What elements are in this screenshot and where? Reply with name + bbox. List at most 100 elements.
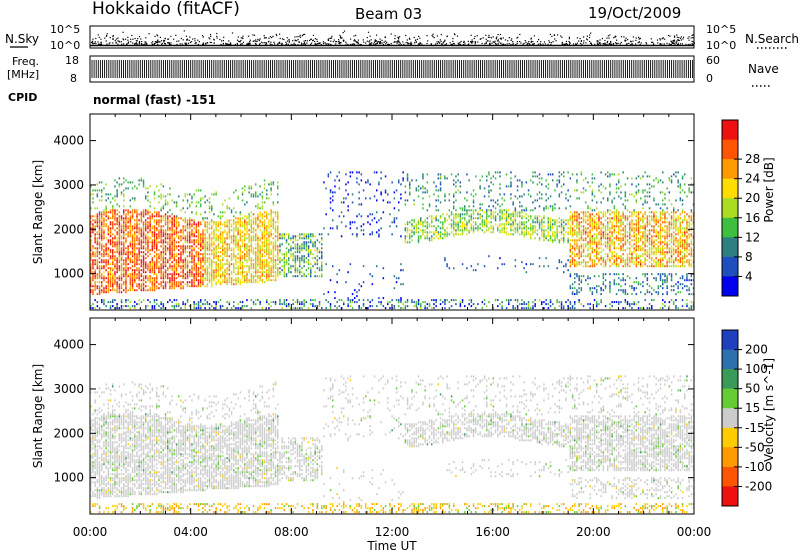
power-cell (241, 307, 244, 310)
power-cell (195, 205, 198, 208)
noise-point (539, 43, 541, 45)
power-cell (127, 273, 129, 276)
power-cell (156, 285, 158, 288)
noise-point (400, 44, 402, 46)
power-cell (114, 263, 116, 266)
power-cell (259, 249, 261, 252)
power-cell (358, 283, 360, 286)
power-cell (266, 237, 268, 240)
power-cell (257, 251, 259, 254)
power-cell (283, 259, 286, 262)
power-cell (153, 255, 156, 258)
power-cell (343, 215, 345, 218)
power-cell (259, 193, 261, 196)
power-cell (178, 231, 180, 234)
power-cell (156, 261, 158, 264)
power-cell (92, 225, 94, 228)
power-cell (109, 269, 112, 272)
power-cell (158, 231, 160, 234)
noise-point (117, 43, 119, 45)
power-cell (125, 305, 127, 308)
power-cell (299, 301, 301, 304)
power-cell (204, 253, 206, 256)
noise-point (343, 40, 345, 42)
noise-point (306, 40, 308, 42)
power-cell (338, 171, 341, 174)
power-cell (263, 241, 266, 244)
power-cell (367, 179, 369, 182)
power-cell (259, 225, 261, 228)
power-cell (98, 233, 101, 236)
power-cell (98, 223, 101, 226)
power-cell (277, 245, 279, 248)
power-cell (272, 257, 275, 260)
power-cell (112, 267, 114, 270)
power-cell (107, 281, 110, 284)
power-cell (103, 237, 105, 240)
power-cell (200, 189, 202, 192)
power-cell (98, 231, 101, 234)
power-cell (162, 245, 165, 248)
power-cell (129, 287, 132, 290)
noise-point (507, 40, 509, 42)
power-cell (475, 227, 477, 230)
power-cell (268, 275, 270, 278)
noise-point (438, 42, 440, 44)
power-cell (270, 275, 272, 278)
power-cell (246, 273, 248, 276)
power-cell (125, 285, 127, 288)
power-cell (173, 281, 176, 284)
power-cell (217, 223, 220, 226)
power-cell (406, 221, 409, 224)
noise-point (100, 38, 102, 40)
power-cell (296, 299, 299, 302)
power-cell (153, 227, 156, 230)
power-cell (193, 269, 195, 272)
power-cell (354, 301, 356, 304)
power-cell (94, 285, 96, 288)
power-cell (257, 225, 259, 228)
power-cell (246, 253, 248, 256)
power-cell (206, 247, 209, 250)
power-cell (274, 229, 277, 232)
power-cell (149, 241, 151, 244)
noise-point (156, 34, 158, 36)
power-cell (448, 223, 451, 226)
power-cell (186, 269, 189, 272)
power-cell (226, 225, 228, 228)
power-cell (140, 231, 143, 234)
power-cell (376, 199, 378, 202)
power-cell (453, 225, 455, 228)
power-cell (96, 305, 99, 308)
power-cell (213, 253, 215, 256)
power-cell (301, 249, 303, 252)
power-cell (274, 245, 277, 248)
noise-point (586, 35, 588, 37)
power-cell (257, 207, 259, 210)
power-cell (101, 265, 103, 268)
power-cell (94, 287, 96, 290)
power-cell (171, 217, 173, 220)
power-cell (263, 265, 266, 268)
noise-point (585, 42, 587, 44)
power-cell (312, 241, 314, 244)
power-cell (116, 193, 118, 196)
power-cell (228, 227, 231, 230)
power-cell (442, 213, 444, 216)
power-cell (98, 251, 101, 254)
power-cell (299, 249, 301, 252)
power-cell (261, 267, 264, 270)
power-cell (237, 229, 239, 232)
power-cell (123, 259, 125, 262)
noise-point (444, 39, 446, 41)
noise-point (677, 39, 679, 41)
power-cell (145, 197, 147, 200)
freq-ytick-left-top: 18 (65, 54, 79, 67)
power-cell (233, 283, 235, 286)
power-cell (142, 277, 145, 280)
power-cell (134, 249, 136, 252)
power-cell (283, 299, 286, 302)
power-cell (105, 269, 107, 272)
power-cell (112, 245, 114, 248)
power-cell (413, 227, 415, 230)
